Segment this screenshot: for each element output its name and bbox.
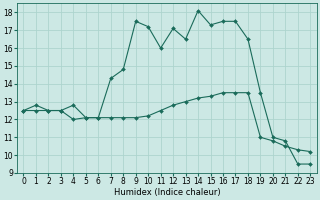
X-axis label: Humidex (Indice chaleur): Humidex (Indice chaleur) xyxy=(114,188,220,197)
